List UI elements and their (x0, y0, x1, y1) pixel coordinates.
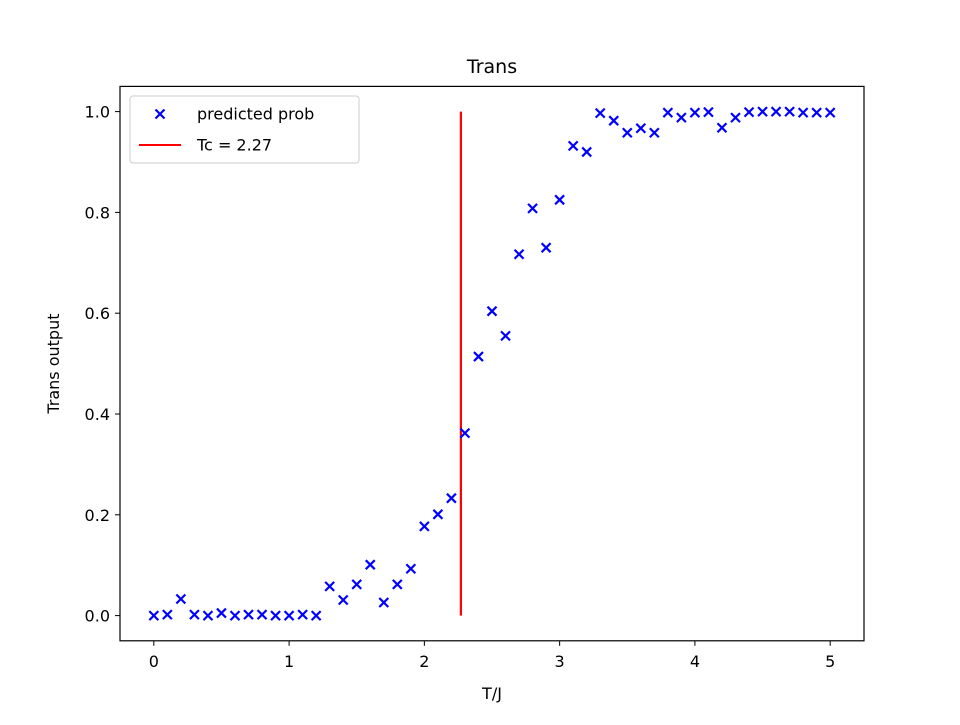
data-point (608, 115, 620, 126)
legend-x-marker (154, 108, 166, 120)
legend: predicted prob Tc = 2.27 (129, 95, 360, 164)
data-point (256, 609, 268, 620)
plot-frame (119, 85, 865, 642)
data-point (730, 112, 741, 123)
data-point (581, 146, 592, 158)
legend-label-tc: Tc = 2.27 (196, 136, 272, 155)
data-point (432, 509, 444, 520)
y-tick-label: 0.2 (85, 506, 110, 525)
data-point (364, 559, 376, 570)
data-point (243, 609, 254, 620)
data-point (229, 610, 241, 621)
data-point (310, 610, 322, 621)
x-tick-label: 5 (825, 652, 835, 671)
x-tick-label: 3 (555, 652, 565, 671)
data-point (446, 492, 457, 504)
data-point (716, 122, 728, 134)
data-point (554, 194, 565, 206)
data-point (486, 305, 498, 317)
data-point (162, 609, 173, 620)
data-point (351, 579, 363, 590)
data-point (567, 140, 579, 152)
data-point (283, 610, 295, 621)
data-point (770, 106, 782, 117)
y-axis-label: Trans output (44, 314, 63, 415)
data-point (513, 248, 525, 260)
data-point (148, 610, 160, 621)
data-point (216, 607, 227, 619)
data-point (473, 351, 484, 362)
x-axis-label: T/J (481, 684, 502, 703)
data-point (757, 106, 768, 117)
x-tick-label: 1 (284, 652, 294, 671)
chart-title: Trans (466, 56, 517, 78)
data-point (189, 609, 200, 620)
x-tick-label: 0 (149, 652, 159, 671)
data-point (297, 609, 308, 620)
data-point (540, 242, 552, 253)
data-point (662, 107, 674, 118)
data-point (405, 563, 417, 575)
legend-marker-predicted-prob (154, 108, 166, 120)
data-point (270, 610, 281, 621)
x-tick-label: 4 (690, 652, 700, 671)
data-point (635, 122, 647, 134)
data-point (811, 107, 822, 118)
y-tick-label: 1.0 (85, 103, 110, 122)
data-point (824, 107, 836, 118)
data-point (621, 127, 633, 139)
data-point (175, 593, 187, 605)
data-point (784, 106, 795, 117)
data-point (797, 107, 809, 118)
data-point (459, 427, 471, 439)
data-point (527, 203, 538, 214)
y-tick-label: 0.6 (85, 304, 110, 323)
data-point (392, 579, 403, 590)
data-point (419, 521, 430, 532)
data-point (594, 107, 606, 119)
y-tick-label: 0.4 (85, 405, 110, 424)
x-tick-label: 2 (419, 652, 429, 671)
data-point (689, 107, 701, 118)
y-axis: 0.0 0.2 0.4 0.6 0.8 1.0 (85, 103, 120, 626)
legend-label-predicted-prob: predicted prob (197, 105, 314, 124)
y-tick-label: 0.0 (85, 607, 110, 626)
plot-area (148, 106, 836, 621)
y-tick-label: 0.8 (85, 203, 110, 222)
data-point (324, 581, 335, 592)
data-point (703, 106, 714, 118)
data-point (337, 594, 349, 606)
data-point (676, 112, 687, 123)
data-point (378, 597, 390, 608)
legend-box (129, 95, 360, 164)
data-point (202, 610, 214, 621)
data-point (500, 330, 511, 342)
x-axis: 0 1 2 3 4 5 (149, 640, 835, 671)
data-point (649, 127, 660, 139)
data-point (743, 106, 755, 118)
